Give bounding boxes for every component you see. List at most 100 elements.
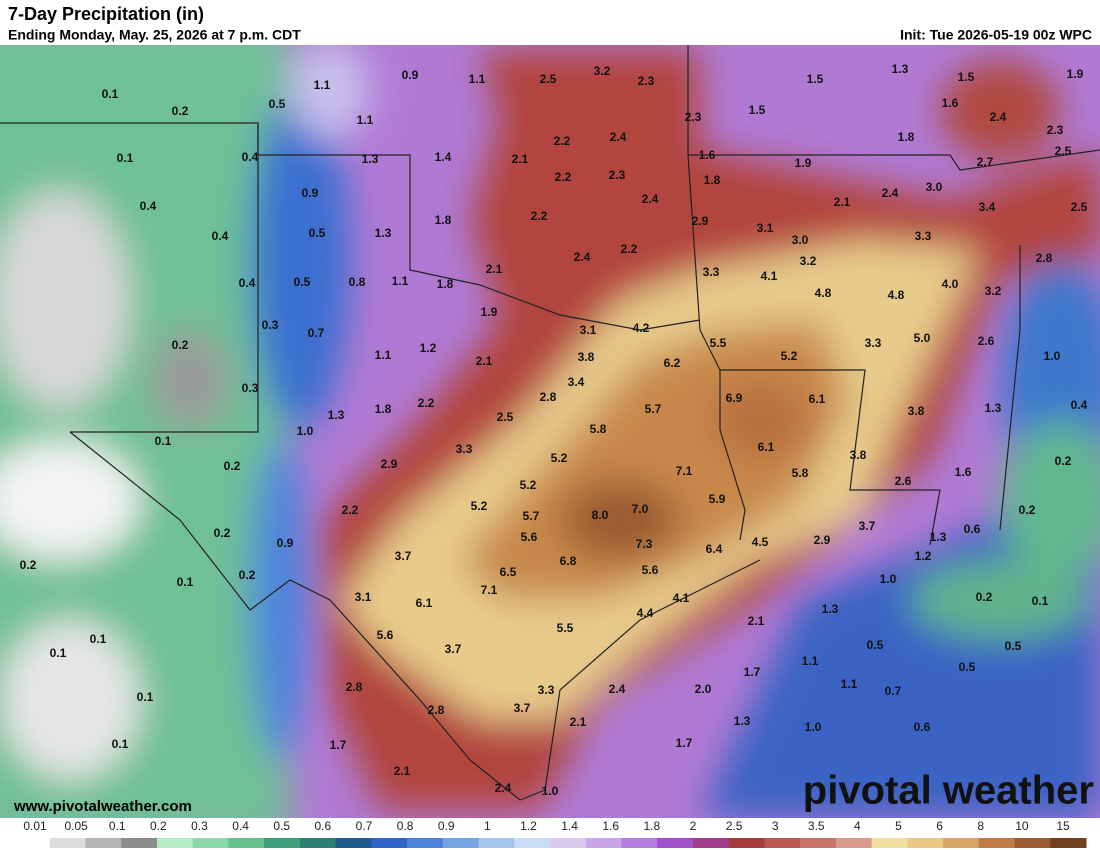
precip-label: 1.3 (362, 152, 379, 166)
precip-label: 1.7 (330, 738, 347, 752)
precip-label: 0.1 (50, 646, 67, 660)
precip-label: 3.8 (850, 448, 867, 462)
precip-label: 0.2 (20, 558, 37, 572)
legend-swatch (835, 838, 873, 848)
precip-label: 4.1 (673, 591, 690, 605)
legend-tick-label: 0.4 (232, 819, 249, 833)
precip-label: 0.4 (242, 150, 259, 164)
precip-label: 0.4 (239, 276, 256, 290)
legend-tick-label: 1.2 (520, 819, 537, 833)
precip-label: 0.1 (137, 690, 154, 704)
precip-label: 1.9 (795, 156, 812, 170)
precip-label: 1.4 (435, 150, 452, 164)
precip-label: 3.2 (800, 254, 817, 268)
legend-tick-label: 2.5 (726, 819, 743, 833)
precip-label: 5.2 (781, 349, 798, 363)
precip-label: 2.2 (554, 134, 571, 148)
precip-label: 3.7 (445, 642, 462, 656)
precip-label: 6.2 (664, 356, 681, 370)
subtitle: Ending Monday, May. 25, 2026 at 7 p.m. C… (8, 27, 301, 43)
precip-label: 2.3 (685, 110, 702, 124)
precip-label: 2.5 (497, 410, 514, 424)
precip-label: 0.9 (277, 536, 294, 550)
precip-label: 1.9 (481, 305, 498, 319)
precip-label: 1.1 (392, 274, 409, 288)
precip-label: 3.1 (355, 590, 372, 604)
precip-label: 2.8 (428, 703, 445, 717)
precip-label: 0.7 (308, 326, 325, 340)
precip-label: 1.8 (898, 130, 915, 144)
precip-label: 0.2 (172, 104, 189, 118)
precip-label: 5.2 (520, 478, 537, 492)
precip-label: 3.2 (985, 284, 1002, 298)
precip-label: 0.1 (90, 632, 107, 646)
precip-label: 6.1 (809, 392, 826, 406)
legend-tick-label: 1.6 (602, 819, 619, 833)
precip-label: 3.1 (757, 221, 774, 235)
precip-label: 1.1 (314, 78, 331, 92)
legend-swatch (657, 838, 694, 848)
legend-tick-label: 0.8 (397, 819, 414, 833)
legend-swatch (478, 838, 515, 848)
precip-label: 4.2 (633, 321, 650, 335)
precip-label: 5.9 (709, 492, 726, 506)
precip-label: 2.3 (638, 74, 655, 88)
precip-label: 0.3 (262, 318, 279, 332)
precip-label: 1.5 (749, 103, 766, 117)
legend-swatch (907, 838, 944, 848)
precip-label: 1.8 (437, 277, 454, 291)
legend-swatch (871, 838, 908, 848)
precip-label: 2.2 (342, 503, 359, 517)
precip-label: 5.8 (590, 422, 607, 436)
precip-label: 2.1 (394, 764, 411, 778)
precip-label: 0.5 (269, 97, 286, 111)
precip-label: 0.1 (102, 87, 119, 101)
precip-label: 5.2 (551, 451, 568, 465)
precip-label: 0.1 (112, 737, 129, 751)
precip-label: 1.0 (1044, 349, 1061, 363)
precip-label: 5.6 (521, 530, 538, 544)
precip-label: 1.0 (880, 572, 897, 586)
legend-tick-label: 8 (977, 819, 984, 833)
precip-label: 3.1 (580, 323, 597, 337)
precip-label: 2.1 (486, 262, 503, 276)
precip-label: 3.3 (538, 683, 555, 697)
precip-label: 0.5 (1005, 639, 1022, 653)
precip-label: 0.5 (959, 660, 976, 674)
precip-label: 0.2 (1055, 454, 1072, 468)
precip-label: 8.0 (592, 508, 609, 522)
legend-tick-label: 15 (1056, 819, 1070, 833)
precip-label: 3.8 (578, 350, 595, 364)
precip-label: 2.9 (692, 214, 709, 228)
precip-label: 0.4 (1071, 398, 1088, 412)
precip-label: 6.9 (726, 391, 743, 405)
legend-tick-label: 1.4 (561, 819, 578, 833)
precip-label: 0.8 (349, 275, 366, 289)
precip-label: 1.2 (420, 341, 437, 355)
legend-swatch (585, 838, 622, 848)
legend-tick-label: 0.6 (314, 819, 331, 833)
precip-label: 6.8 (560, 554, 577, 568)
precip-label: 0.6 (964, 522, 981, 536)
legend-swatch (192, 838, 229, 848)
legend-tick-label: 3.5 (808, 819, 825, 833)
precip-label: 2.8 (540, 390, 557, 404)
precip-label: 3.0 (792, 233, 809, 247)
precip-label: 0.1 (155, 434, 172, 448)
precip-label: 1.8 (704, 173, 721, 187)
legend-tick-label: 0.2 (150, 819, 167, 833)
precip-label: 6.5 (500, 565, 517, 579)
precip-label: 0.2 (224, 459, 241, 473)
precip-label: 2.2 (531, 209, 548, 223)
legend-swatch (371, 838, 408, 848)
precip-label: 3.2 (594, 64, 611, 78)
precip-label: 6.1 (758, 440, 775, 454)
legend-tick-label: 0.7 (356, 819, 373, 833)
legend-tick-label: 0.05 (64, 819, 88, 833)
precip-label: 2.5 (1071, 200, 1088, 214)
precip-label: 1.5 (958, 70, 975, 84)
precip-label: 4.1 (761, 269, 778, 283)
precip-label: 1.6 (942, 96, 959, 110)
legend-tick-label: 5 (895, 819, 902, 833)
